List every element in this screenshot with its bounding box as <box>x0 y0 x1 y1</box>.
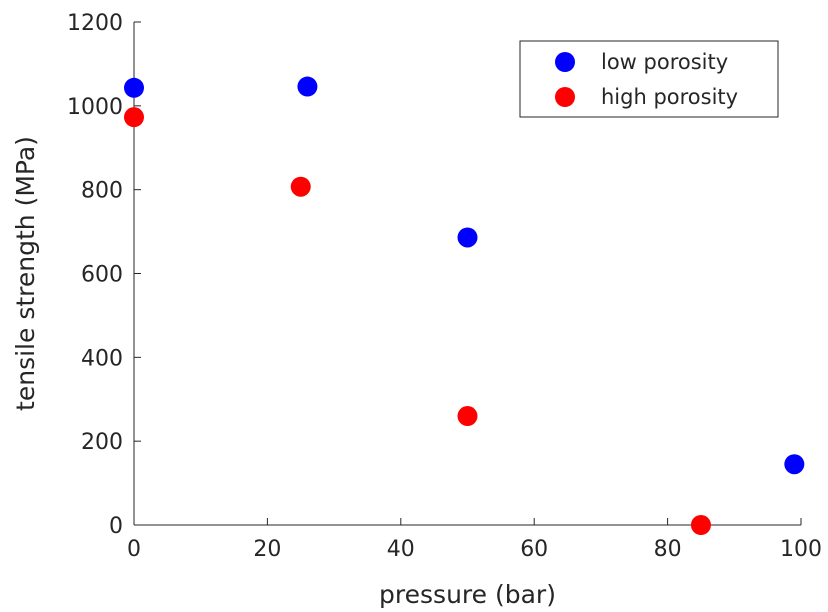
axes: 0 20 40 60 80 100 0 200 400 600 800 1000 1200 <box>67 11 822 562</box>
data-point-low-porosity <box>124 77 144 98</box>
x-tick-label: 40 <box>387 537 415 562</box>
legend-items: low porosity high porosity <box>555 50 738 109</box>
y-tick-label: 200 <box>81 430 123 455</box>
legend-label: low porosity <box>601 50 728 74</box>
data-point-low-porosity <box>297 76 318 97</box>
x-tick-label: 0 <box>127 537 141 562</box>
x-tick-label: 80 <box>654 537 682 562</box>
y-ticks: 0 200 400 600 800 1000 1200 <box>67 11 141 539</box>
y-tick-label: 400 <box>81 346 123 371</box>
legend: low porosity high porosity <box>519 40 779 118</box>
data-point-low-porosity <box>457 227 478 248</box>
x-axis-label: pressure (bar) <box>379 580 556 609</box>
data-point-low-porosity <box>784 454 805 475</box>
y-axis-label: tensile strength (MPa) <box>11 136 40 411</box>
legend-marker <box>555 52 575 72</box>
legend-label: high porosity <box>601 85 738 109</box>
data-point-high-porosity <box>290 176 311 197</box>
x-ticks: 0 20 40 60 80 100 <box>127 518 822 562</box>
y-tick-label: 1000 <box>67 95 123 120</box>
y-tick-label: 600 <box>81 263 123 288</box>
legend-marker <box>555 87 575 107</box>
y-tick-label: 0 <box>109 514 123 539</box>
data-point-high-porosity <box>457 406 478 427</box>
y-tick-label: 1200 <box>67 11 123 36</box>
data-points <box>124 76 805 535</box>
y-tick-label: 800 <box>81 179 123 204</box>
x-tick-label: 100 <box>780 537 822 562</box>
x-tick-label: 60 <box>520 537 548 562</box>
data-point-high-porosity <box>124 107 144 128</box>
data-point-high-porosity <box>690 515 711 535</box>
x-tick-label: 20 <box>253 537 281 562</box>
